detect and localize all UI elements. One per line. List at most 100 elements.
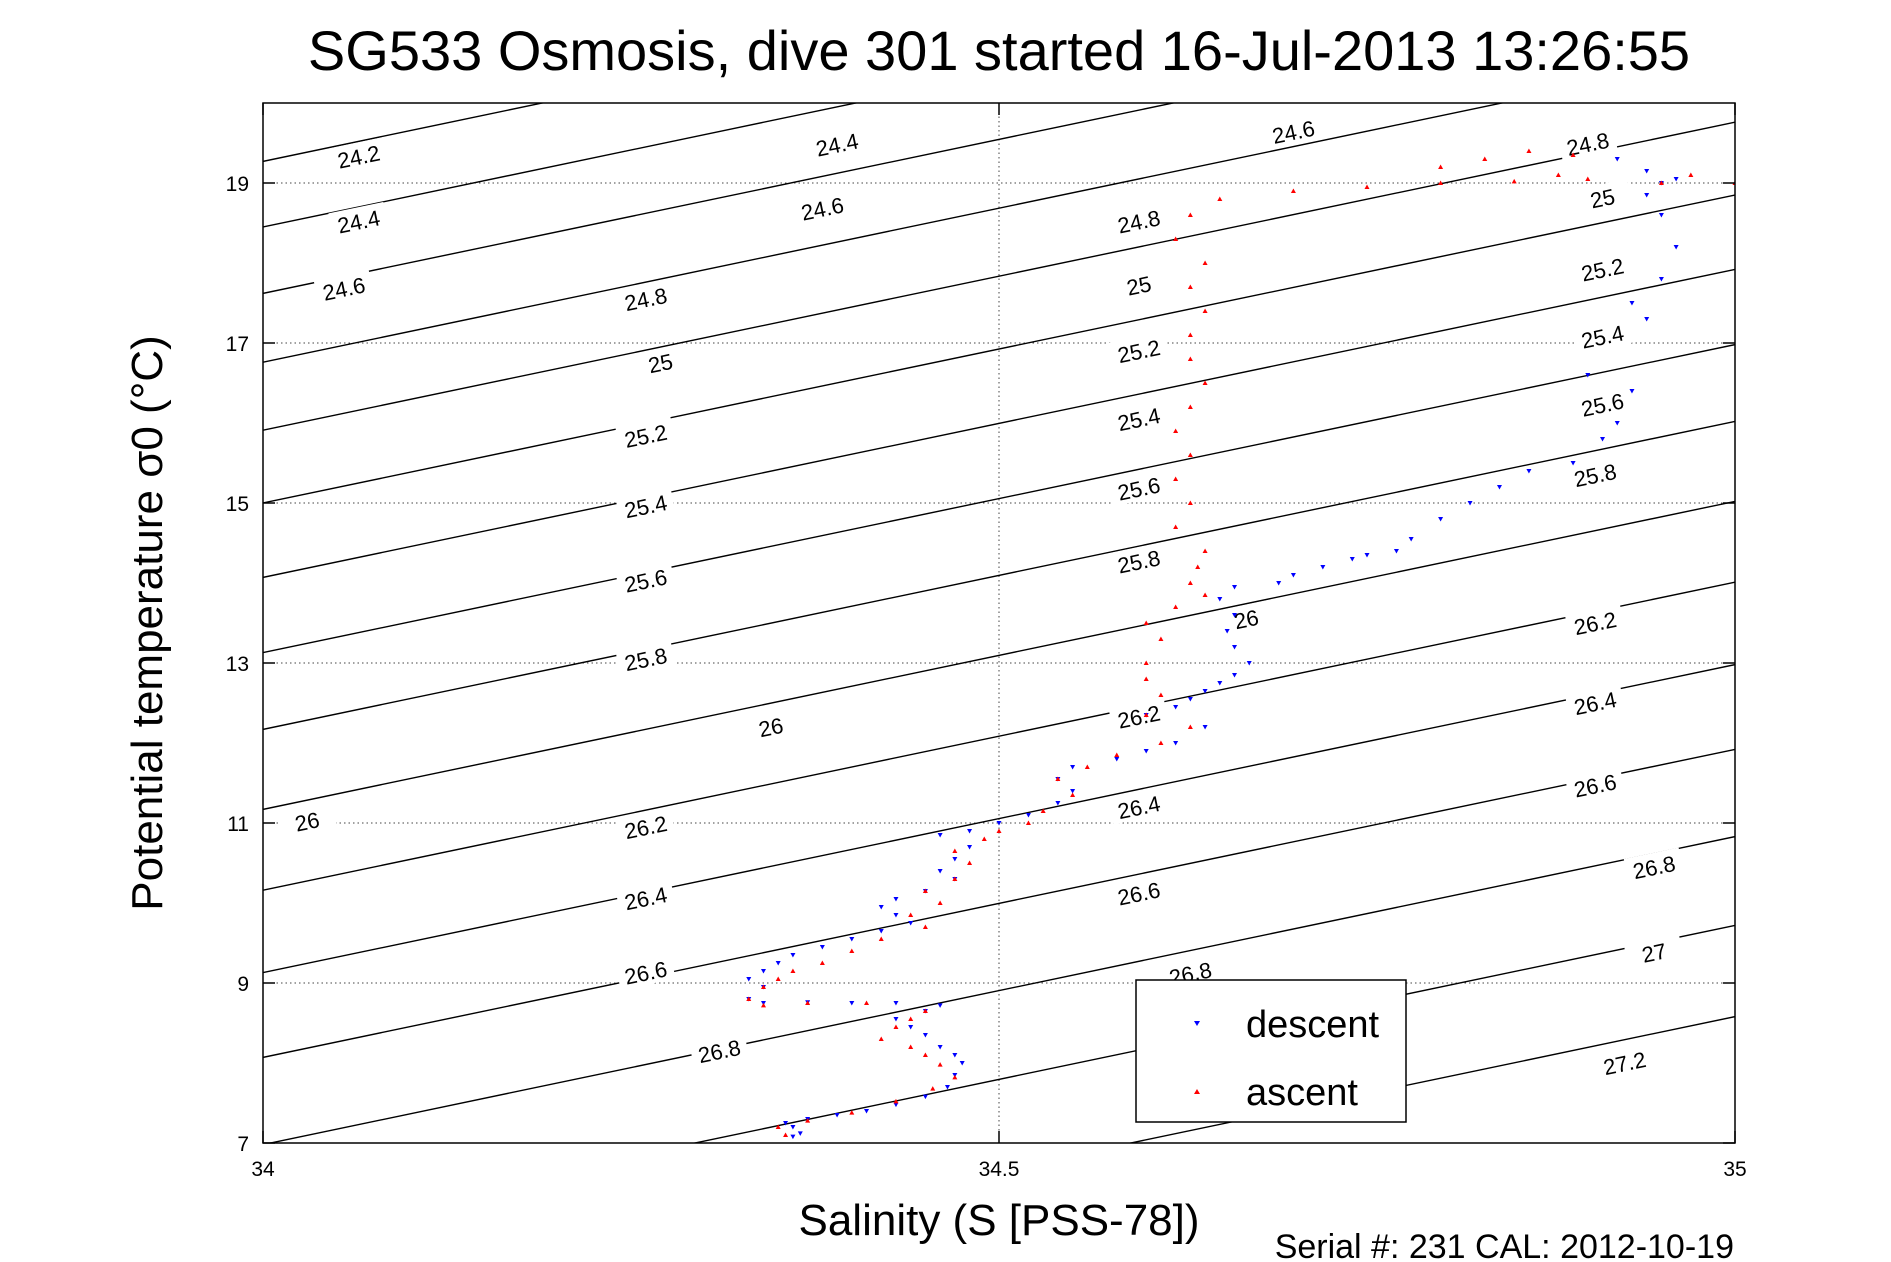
ascent-point	[1187, 212, 1193, 217]
legend-box	[1135, 979, 1407, 1123]
contour-label-bg	[615, 807, 676, 845]
legend-descent-marker	[1194, 1021, 1200, 1026]
contour-label-bg	[313, 269, 374, 307]
ascent-point	[1173, 236, 1179, 241]
ascent-point	[1173, 524, 1179, 529]
y-tick-label: 7	[237, 1133, 249, 1156]
contour-label-bg	[1594, 1043, 1655, 1081]
contour-label-bg	[615, 416, 676, 454]
contour-line	[691, 924, 1735, 1143]
ascent-point	[760, 1002, 766, 1008]
descent-point	[783, 1121, 789, 1126]
descent-point	[1438, 517, 1444, 522]
ascent-point	[864, 1000, 870, 1005]
ascent-point	[1438, 180, 1444, 185]
ascent-point	[1187, 500, 1193, 505]
descent-point	[1600, 437, 1606, 442]
descent-point	[1320, 565, 1326, 570]
contour-label-bg	[1108, 541, 1169, 579]
descent-point	[1673, 245, 1679, 250]
descent-point	[790, 953, 796, 958]
ascent-point	[1040, 808, 1046, 813]
ascent-point	[1173, 428, 1179, 433]
ascent-point	[783, 1132, 789, 1137]
descent-point	[746, 977, 752, 982]
ascent-point	[1158, 636, 1164, 641]
y-tick-label: 15	[226, 493, 249, 516]
descent-point	[1614, 157, 1620, 162]
ascent-point	[1158, 692, 1164, 697]
ascent-point	[819, 960, 825, 965]
ascent-point	[878, 936, 884, 941]
contour-label-bg	[1572, 385, 1633, 423]
contour-label-bg	[615, 953, 676, 991]
contour-label-bg	[1108, 265, 1169, 303]
legend-descent-label: descent	[1246, 1004, 1380, 1046]
descent-point	[1025, 813, 1031, 818]
ascent-point	[760, 984, 766, 989]
contour-line	[263, 103, 1506, 363]
ascent-point	[937, 1062, 943, 1067]
descent-point	[1629, 301, 1635, 306]
ascent-point	[908, 1016, 914, 1021]
contour-label-bg	[1557, 124, 1618, 162]
descent-point	[893, 1017, 899, 1022]
descent-point	[760, 969, 766, 974]
contour-label: 25	[646, 349, 675, 378]
descent-point	[834, 1113, 840, 1118]
ascent-point	[1173, 476, 1179, 481]
ascent-point	[937, 900, 943, 905]
ascent-point	[1143, 620, 1149, 625]
descent-point	[1173, 705, 1179, 710]
ascent-point	[1187, 356, 1193, 361]
descent-point	[1496, 485, 1502, 490]
contour-label-bg	[1564, 683, 1626, 721]
ascent-point	[1202, 380, 1208, 385]
x-tick-label: 34.5	[979, 1158, 1020, 1181]
ascent-point	[1585, 176, 1591, 181]
descent-point	[952, 857, 958, 862]
descent-point	[937, 869, 943, 874]
ascent-point	[805, 1118, 811, 1123]
contour-label: 26	[756, 713, 785, 742]
descent-point	[944, 1085, 950, 1090]
y-tick-label: 9	[237, 973, 249, 996]
descent-point	[864, 1109, 870, 1114]
contour-label-bg	[1572, 317, 1633, 355]
contour-line	[263, 663, 1735, 974]
descent-point	[937, 1045, 943, 1050]
contour-line	[263, 121, 1735, 431]
ascent-point	[1143, 676, 1149, 681]
descent-point	[790, 1125, 796, 1130]
descent-point	[1114, 757, 1120, 762]
y-tick-label: 11	[227, 813, 249, 836]
ascent-point	[1364, 184, 1370, 189]
ascent-point	[1438, 164, 1444, 169]
contour-label: 25	[1124, 271, 1153, 300]
descent-point	[1217, 597, 1223, 602]
descent-point	[1070, 789, 1076, 794]
descent-point	[849, 1001, 855, 1006]
ascent-point	[1187, 452, 1193, 457]
ascent-point	[1070, 792, 1076, 797]
contour-label-bg	[1216, 599, 1277, 637]
contour-line	[263, 268, 1735, 579]
ascent-point	[1511, 178, 1517, 184]
serial-calibration-footer: Serial #: 231 CAL: 2012-10-19	[1275, 1228, 1734, 1262]
contour-label-bg	[740, 707, 801, 745]
ascent-point	[893, 1024, 899, 1029]
ascent-point	[775, 976, 781, 981]
contour-label-bg	[630, 343, 691, 381]
ascent-point	[849, 1110, 855, 1115]
contour-label-bg	[689, 1031, 750, 1069]
ascent-point	[1187, 332, 1193, 337]
ascent-point	[922, 888, 928, 893]
contour-label-bg	[1572, 249, 1633, 287]
contour-line	[263, 343, 1735, 654]
descent-point	[775, 961, 781, 966]
descent-point	[908, 1025, 914, 1030]
contour-line	[263, 420, 1735, 731]
contour-label-bg	[1623, 847, 1684, 885]
descent-point	[1658, 213, 1664, 218]
descent-point	[922, 1033, 928, 1038]
